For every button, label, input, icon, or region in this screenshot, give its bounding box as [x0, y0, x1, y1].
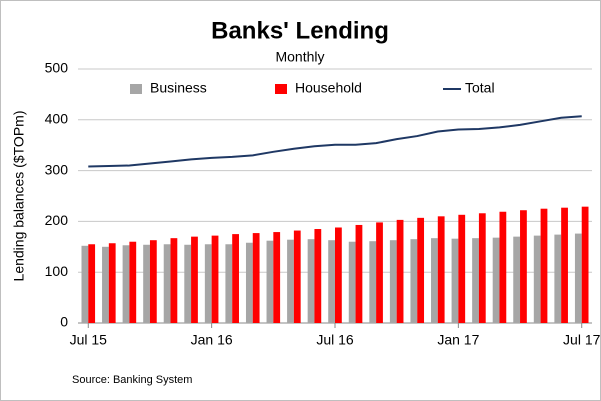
y-tick-label: 200 [45, 212, 69, 228]
bar [561, 207, 568, 323]
bar [204, 244, 212, 323]
bar [376, 222, 383, 323]
bar [102, 246, 109, 323]
bar [170, 238, 178, 323]
y-tick-label: 300 [45, 161, 69, 177]
bar [191, 236, 198, 323]
bar [513, 236, 521, 323]
legend-label: Business [150, 80, 207, 96]
bar [266, 240, 274, 323]
bar [533, 235, 541, 323]
bar [211, 235, 219, 323]
bar [88, 244, 96, 323]
y-tick-label: 0 [60, 314, 68, 330]
x-tick-label: Jan 17 [437, 332, 479, 348]
bar [287, 239, 294, 323]
bar [451, 238, 459, 323]
bar [389, 240, 397, 323]
bar [184, 244, 192, 323]
bar [245, 242, 253, 323]
bar [348, 241, 356, 323]
bar [355, 224, 363, 323]
x-tick-label: Jul 17 [563, 332, 601, 348]
x-tick-label: Jan 16 [191, 332, 233, 348]
line-series [88, 115, 582, 168]
bar [417, 217, 425, 323]
bar [574, 233, 582, 323]
bar [369, 241, 377, 323]
bar [225, 244, 233, 323]
y-tick-label: 400 [45, 111, 69, 127]
y-tick-label: 500 [45, 60, 69, 76]
bar [307, 239, 315, 323]
bar [396, 219, 404, 323]
bar [540, 208, 548, 323]
bar [314, 229, 322, 323]
legend-label: Household [295, 80, 362, 96]
bar [81, 245, 89, 323]
bar [581, 206, 589, 323]
chart-subtitle: Monthly [275, 49, 324, 65]
bar [163, 244, 171, 323]
bar [478, 213, 486, 323]
bar [143, 244, 150, 323]
legend-swatch [130, 84, 142, 94]
legend-swatch [275, 84, 287, 94]
x-tick-label: Jul 15 [70, 332, 108, 348]
bar [252, 233, 260, 323]
legend-label: Total [465, 80, 495, 96]
bar [437, 216, 445, 323]
bar [122, 245, 130, 323]
bar [108, 243, 116, 323]
y-axis-label: Lending balances ($TOPm) [11, 111, 27, 282]
bar [431, 238, 438, 323]
bar [232, 234, 239, 323]
source-note: Source: Banking System [72, 374, 192, 386]
bar [492, 237, 500, 323]
bar [458, 214, 466, 323]
bar [149, 240, 157, 323]
bar [472, 238, 479, 323]
chart-title: Banks' Lending [211, 17, 389, 44]
bar [129, 241, 137, 323]
bar [335, 227, 342, 323]
bar [328, 240, 335, 323]
bar [293, 230, 301, 323]
bar [520, 210, 527, 323]
bar [554, 234, 562, 323]
bar [410, 239, 418, 323]
x-tick-label: Jul 16 [316, 332, 354, 348]
bar [273, 232, 281, 323]
y-tick-label: 100 [45, 263, 69, 279]
bar [499, 211, 507, 323]
